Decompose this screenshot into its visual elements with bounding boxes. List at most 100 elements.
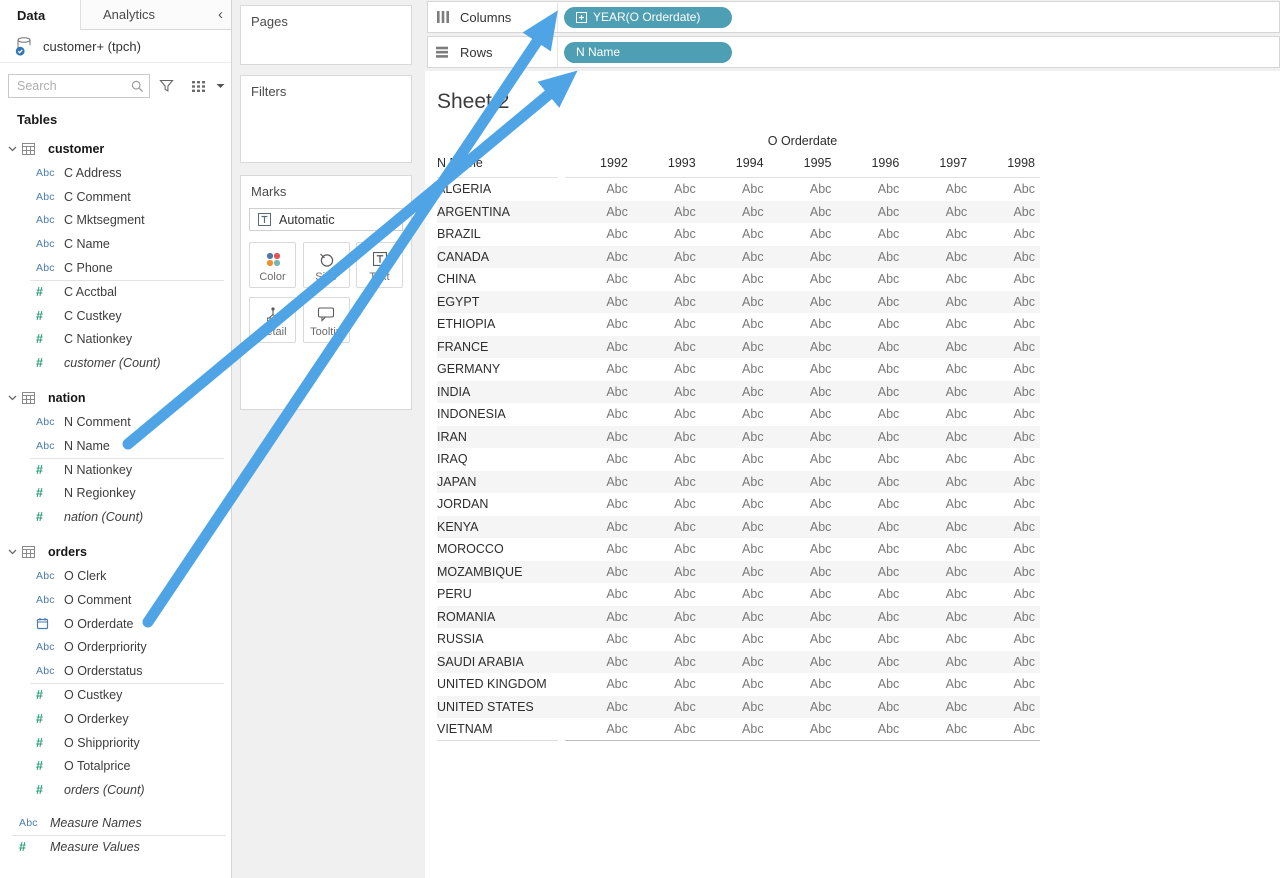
field-item[interactable]: # O Shippriority	[0, 731, 230, 755]
row-header[interactable]: IRAN	[437, 429, 467, 444]
table-cell[interactable]: Abc	[742, 362, 764, 377]
column-header[interactable]: 1998	[1007, 156, 1036, 170]
row-header[interactable]: BRAZIL	[437, 227, 481, 242]
table-cell[interactable]: Abc	[1013, 317, 1036, 332]
table-cell[interactable]: Abc	[877, 294, 900, 309]
table-cell[interactable]: Abc	[742, 632, 764, 647]
table-cell[interactable]: Abc	[606, 542, 628, 557]
tab-data[interactable]: Data	[0, 0, 80, 30]
view-options-icon[interactable]	[192, 80, 207, 93]
row-header[interactable]: PERU	[437, 587, 472, 602]
table-cell[interactable]: Abc	[674, 654, 696, 669]
table-cell[interactable]: Abc	[1013, 339, 1036, 354]
table-cell[interactable]: Abc	[742, 587, 764, 602]
table-cell[interactable]: Abc	[809, 272, 832, 287]
table-row[interactable]: UNITED KINGDOM Abc Abc Abc Abc Abc Abc Abc	[437, 673, 1040, 696]
table-cell[interactable]: Abc	[945, 609, 968, 624]
expand-hierarchy-icon[interactable]	[576, 11, 587, 23]
table-row[interactable]: IRAQ Abc Abc Abc Abc Abc Abc Abc	[437, 448, 1040, 471]
row-header[interactable]: ROMANIA	[437, 609, 496, 624]
table-cell[interactable]: Abc	[674, 294, 696, 309]
table-cell[interactable]: Abc	[742, 204, 764, 219]
field-item[interactable]: # C Acctbal	[0, 279, 230, 304]
table-cell[interactable]: Abc	[877, 339, 900, 354]
color-button[interactable]: Color	[249, 242, 296, 288]
table-cell[interactable]: Abc	[742, 407, 764, 422]
row-header[interactable]: GERMANY	[437, 362, 501, 377]
field-item[interactable]: # customer (Count)	[0, 351, 230, 375]
field-item[interactable]: # O Orderkey	[0, 707, 230, 731]
table-cell[interactable]: Abc	[1013, 542, 1036, 557]
table-cell[interactable]: Abc	[606, 317, 628, 332]
row-header[interactable]: VIETNAM	[437, 722, 493, 737]
table-cell[interactable]: Abc	[809, 699, 832, 714]
table-row[interactable]: CHINA Abc Abc Abc Abc Abc Abc Abc	[437, 268, 1040, 291]
row-header[interactable]: FRANCE	[437, 339, 489, 354]
table-cell[interactable]: Abc	[877, 407, 900, 422]
table-cell[interactable]: Abc	[606, 609, 628, 624]
field-item[interactable]: Abc O Orderpriority	[0, 636, 230, 660]
table-cell[interactable]: Abc	[877, 362, 900, 377]
tab-analytics[interactable]: Analytics ‹	[80, 0, 231, 30]
table-cell[interactable]: Abc	[809, 227, 832, 242]
table-cell[interactable]: Abc	[1013, 587, 1036, 602]
table-row[interactable]: FRANCE Abc Abc Abc Abc Abc Abc Abc	[437, 335, 1040, 358]
table-cell[interactable]: Abc	[809, 317, 832, 332]
table-row[interactable]: INDIA Abc Abc Abc Abc Abc Abc Abc	[437, 380, 1040, 403]
table-cell[interactable]: Abc	[945, 249, 968, 264]
view-options-caret-icon[interactable]	[216, 83, 225, 89]
table-row[interactable]: BRAZIL Abc Abc Abc Abc Abc Abc Abc	[437, 223, 1040, 246]
table-cell[interactable]: Abc	[877, 542, 900, 557]
table-cell[interactable]: Abc	[877, 384, 900, 399]
table-cell[interactable]: Abc	[742, 249, 764, 264]
table-cell[interactable]: Abc	[606, 294, 628, 309]
table-group-header[interactable]: customer	[0, 137, 230, 161]
pages-shelf[interactable]: Pages	[240, 5, 412, 65]
rows-pill-n-name[interactable]: N Name	[564, 41, 732, 63]
table-cell[interactable]: Abc	[742, 654, 764, 669]
table-cell[interactable]: Abc	[742, 722, 764, 737]
table-cell[interactable]: Abc	[606, 519, 628, 534]
chevron-down-icon[interactable]	[8, 146, 22, 152]
table-cell[interactable]: Abc	[674, 339, 696, 354]
table-cell[interactable]: Abc	[809, 204, 832, 219]
table-row[interactable]: JORDAN Abc Abc Abc Abc Abc Abc Abc	[437, 493, 1040, 516]
tooltip-button[interactable]: Tooltip	[302, 297, 350, 343]
table-cell[interactable]: Abc	[606, 204, 628, 219]
table-cell[interactable]: Abc	[877, 204, 900, 219]
field-item[interactable]: # C Nationkey	[0, 328, 230, 352]
table-cell[interactable]: Abc	[674, 384, 696, 399]
sheet-title[interactable]: Sheet 2	[437, 90, 510, 113]
table-cell[interactable]: Abc	[742, 497, 764, 512]
table-cell[interactable]: Abc	[1013, 294, 1036, 309]
table-cell[interactable]: Abc	[606, 677, 628, 692]
field-item[interactable]: # C Custkey	[0, 304, 230, 328]
table-cell[interactable]: Abc	[945, 474, 968, 489]
table-cell[interactable]: Abc	[742, 429, 764, 444]
table-cell[interactable]: Abc	[606, 632, 628, 647]
table-cell[interactable]: Abc	[809, 564, 832, 579]
field-item[interactable]: Abc O Comment	[0, 588, 230, 612]
table-cell[interactable]: Abc	[674, 204, 696, 219]
table-cell[interactable]: Abc	[945, 564, 968, 579]
table-cell[interactable]: Abc	[809, 339, 832, 354]
table-cell[interactable]: Abc	[1013, 272, 1036, 287]
row-header[interactable]: ALGERIA	[437, 182, 492, 197]
table-cell[interactable]: Abc	[945, 587, 968, 602]
table-row[interactable]: PERU Abc Abc Abc Abc Abc Abc Abc	[437, 583, 1040, 606]
field-item[interactable]: # orders (Count)	[0, 778, 230, 802]
table-cell[interactable]: Abc	[742, 339, 764, 354]
row-header[interactable]: CANADA	[437, 249, 490, 264]
column-field-header[interactable]: O Orderdate	[767, 134, 838, 148]
table-row[interactable]: KENYA Abc Abc Abc Abc Abc Abc Abc	[437, 515, 1040, 538]
table-cell[interactable]: Abc	[674, 587, 696, 602]
table-cell[interactable]: Abc	[877, 587, 900, 602]
table-cell[interactable]: Abc	[606, 587, 628, 602]
column-header[interactable]: 1994	[735, 156, 764, 170]
column-header[interactable]: 1997	[939, 156, 968, 170]
chevron-down-icon[interactable]	[8, 395, 22, 401]
table-cell[interactable]: Abc	[674, 429, 696, 444]
field-item[interactable]: Abc C Mktsegment	[0, 209, 230, 233]
row-header[interactable]: ARGENTINA	[437, 204, 510, 219]
table-cell[interactable]: Abc	[809, 677, 832, 692]
